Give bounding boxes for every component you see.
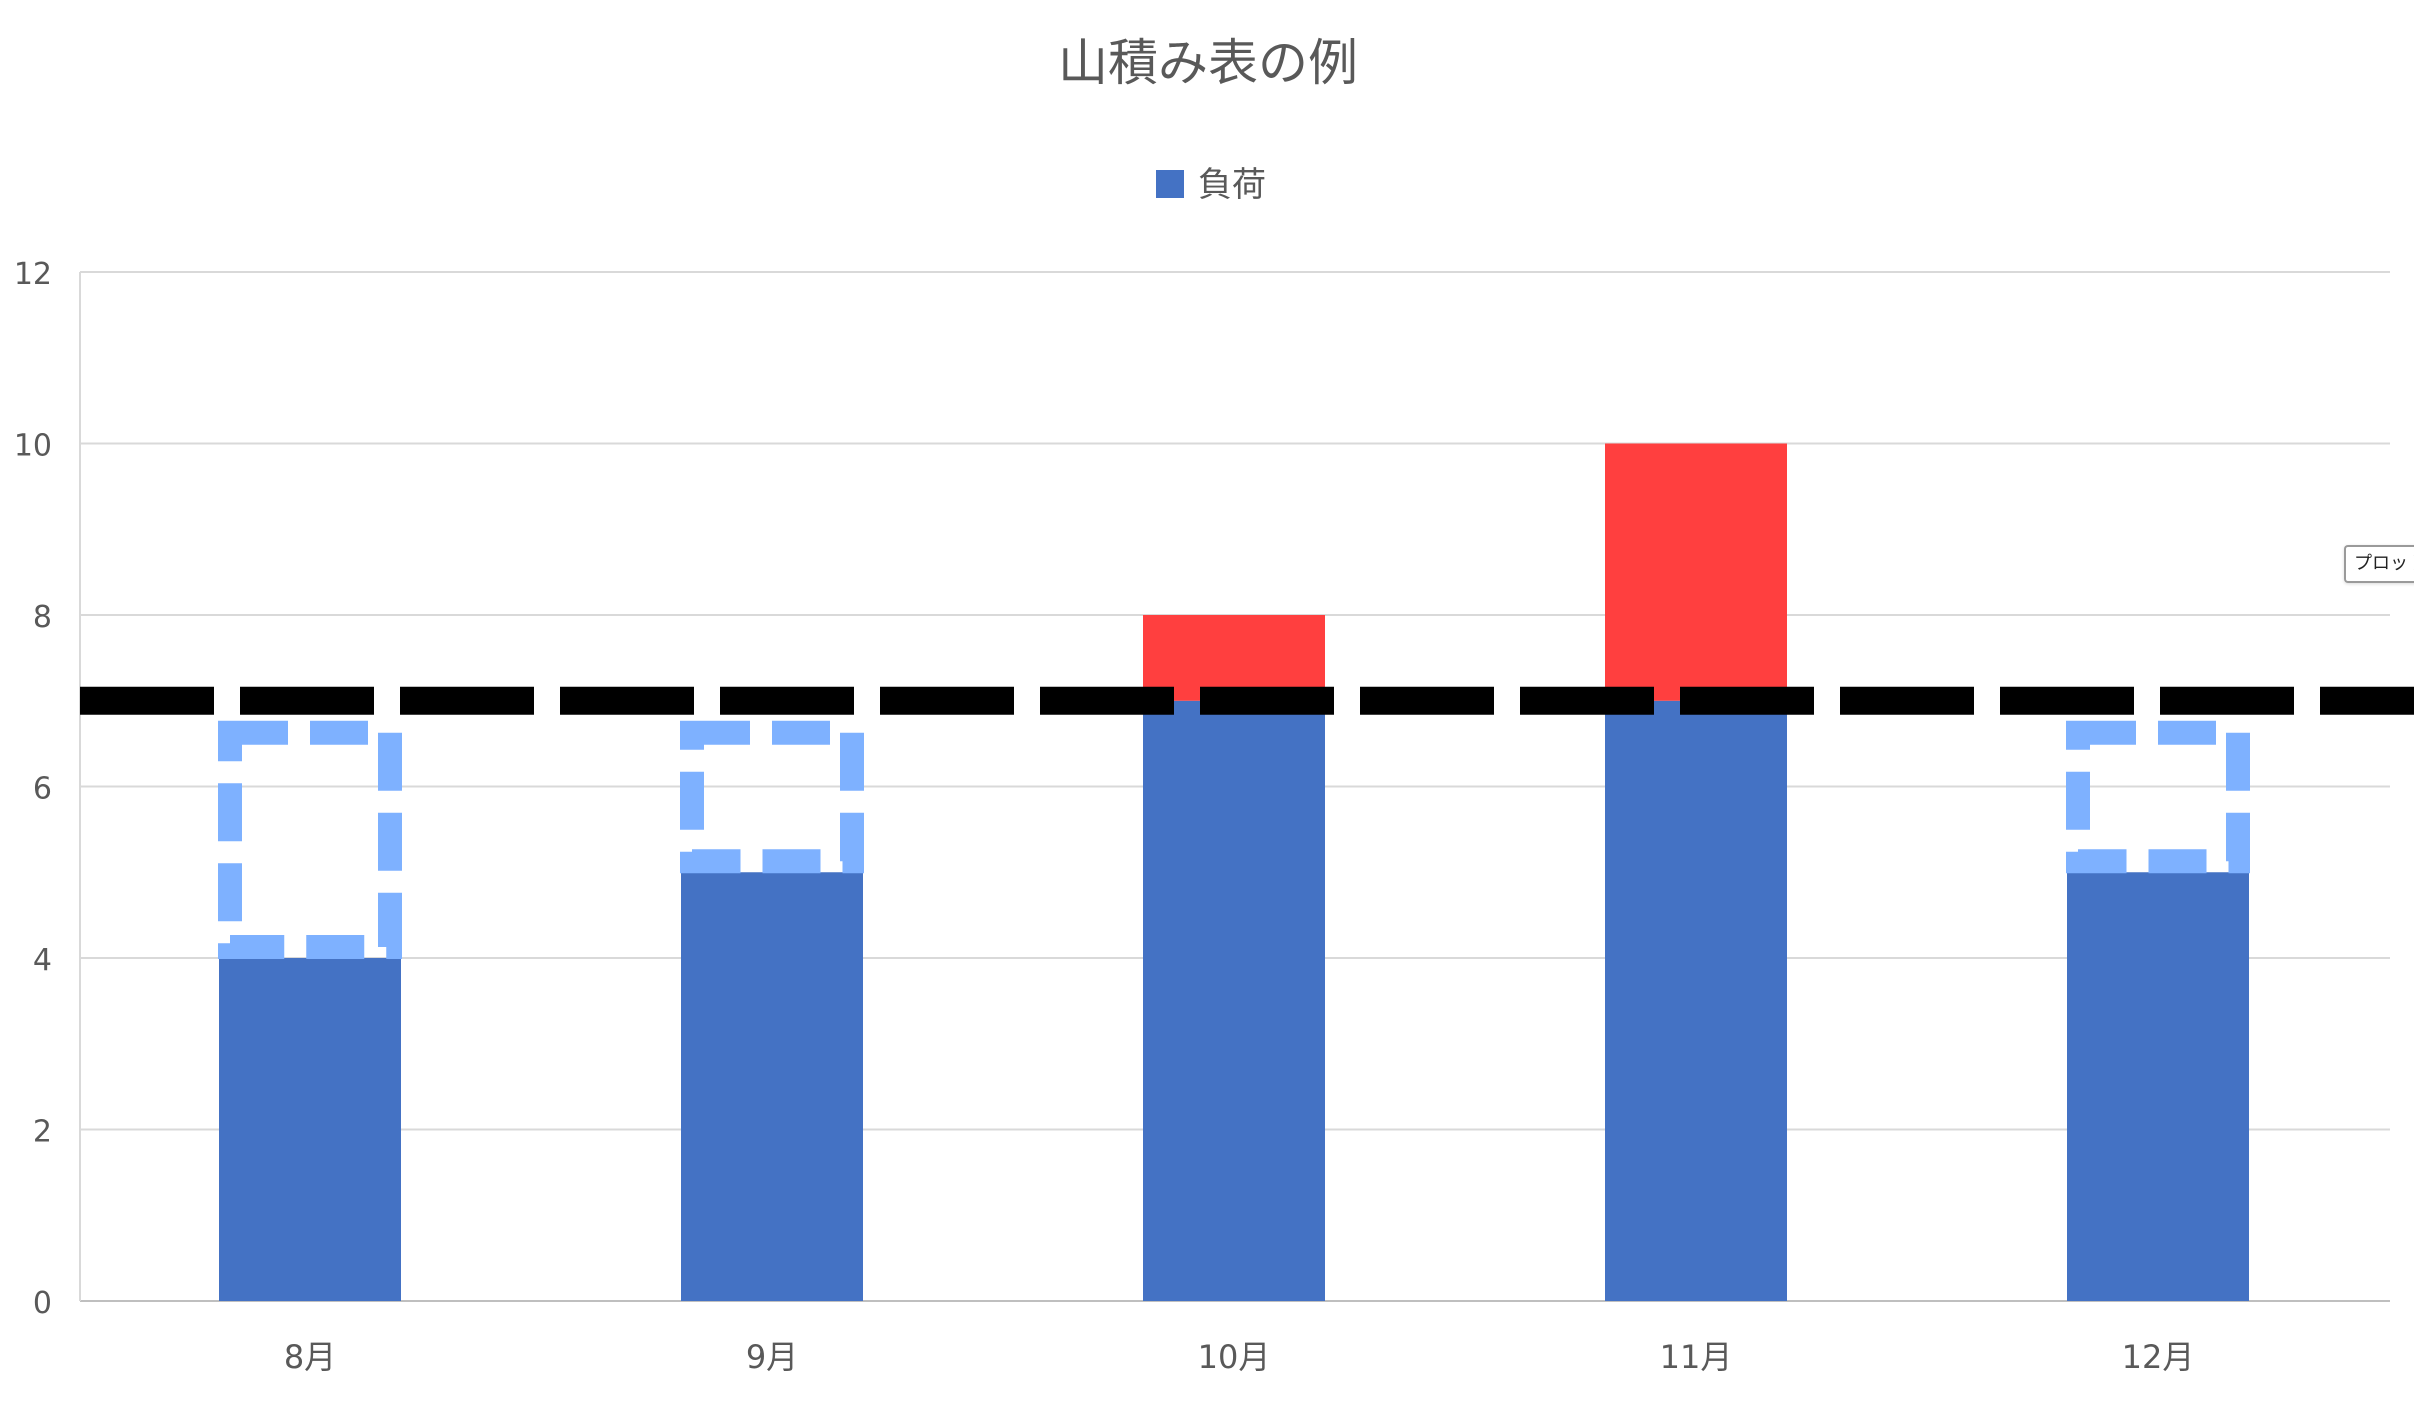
y-axis: 0 2 4 6 8 10 12 bbox=[14, 257, 52, 1321]
x-axis: 8月 9月 10月 11月 12月 bbox=[284, 1338, 2195, 1376]
x-tick-label: 10月 bbox=[1198, 1338, 1271, 1376]
plot-area-tooltip: プロット bbox=[2344, 545, 2414, 583]
bar-load bbox=[681, 872, 863, 1301]
spare-capacity-outline bbox=[2066, 720, 2250, 874]
y-tick-label: 0 bbox=[33, 1286, 52, 1321]
y-tick-label: 10 bbox=[14, 429, 52, 464]
x-tick-label: 12月 bbox=[2122, 1338, 2195, 1376]
y-tick-label: 6 bbox=[33, 772, 52, 807]
bar-overload bbox=[1605, 443, 1787, 701]
y-tick-label: 8 bbox=[33, 600, 52, 635]
bar-load bbox=[2067, 872, 2249, 1301]
legend-label: 負荷 bbox=[1198, 165, 1266, 205]
bar-load bbox=[1143, 700, 1325, 1301]
x-tick-label: 8月 bbox=[284, 1338, 336, 1376]
spare-capacity-outlines bbox=[218, 720, 2250, 959]
y-tick-label: 2 bbox=[33, 1115, 52, 1150]
y-tick-label: 12 bbox=[14, 257, 52, 292]
y-tick-label: 4 bbox=[33, 943, 52, 978]
legend-swatch bbox=[1156, 170, 1184, 198]
bar-overload bbox=[1143, 615, 1325, 701]
bar-load bbox=[219, 958, 401, 1301]
spare-capacity-outline bbox=[218, 720, 402, 959]
chart-title: 山積み表の例 bbox=[1058, 34, 1358, 92]
bars bbox=[219, 443, 2249, 1301]
x-tick-label: 11月 bbox=[1660, 1338, 1733, 1376]
bar-load bbox=[1605, 700, 1787, 1301]
legend: 負荷 bbox=[1156, 165, 1266, 205]
x-tick-label: 9月 bbox=[746, 1338, 798, 1376]
spare-capacity-outline bbox=[680, 720, 864, 874]
